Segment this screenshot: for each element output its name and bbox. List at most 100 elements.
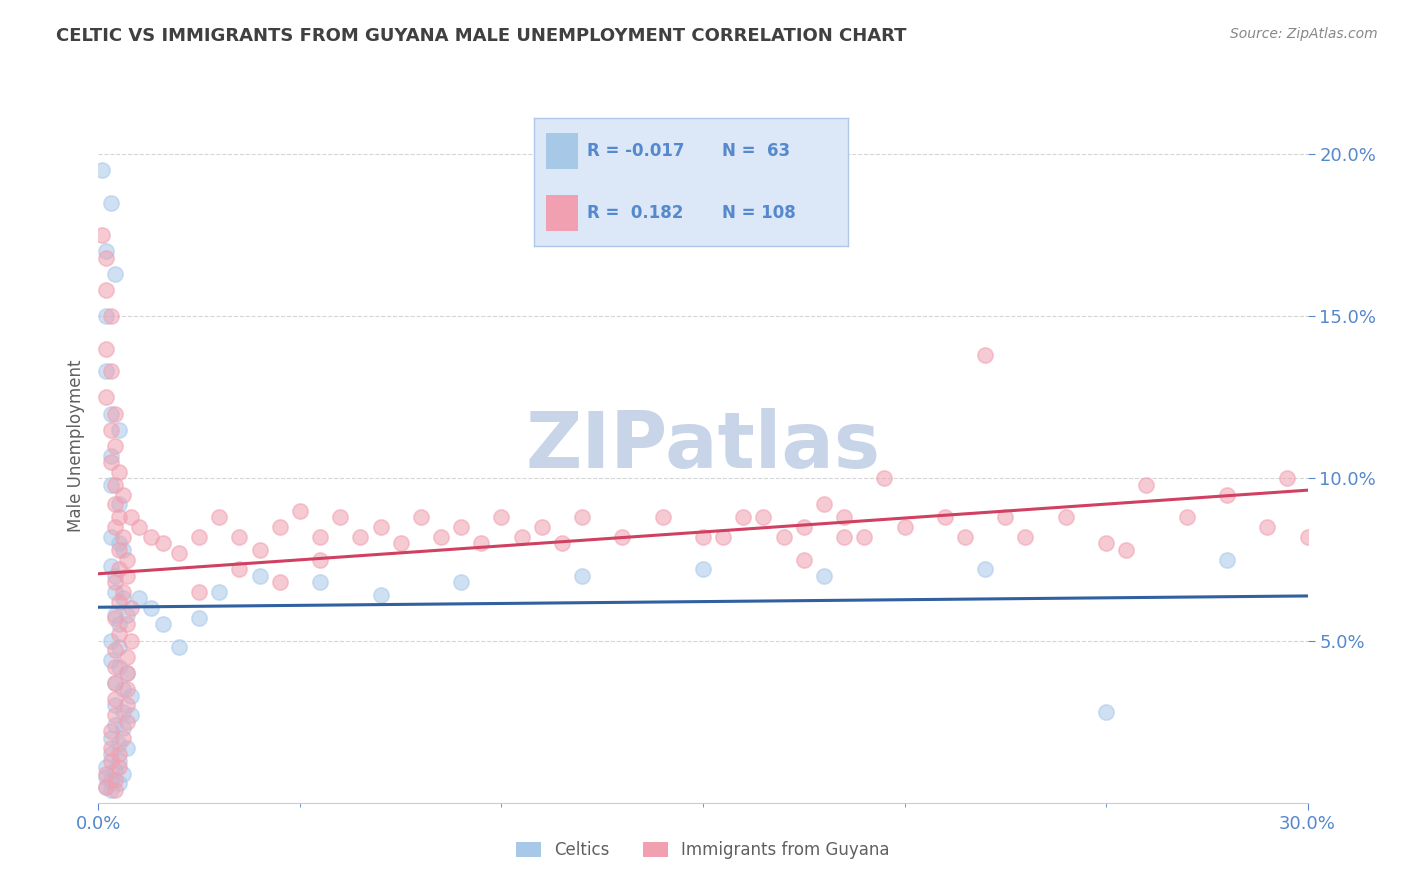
Point — [288, 504, 311, 518]
Point — [96, 244, 118, 259]
Point — [309, 552, 332, 566]
Point — [692, 530, 714, 544]
Point — [103, 773, 125, 788]
Point — [188, 585, 211, 599]
Point — [96, 780, 118, 794]
Point — [120, 633, 142, 648]
Point — [107, 738, 129, 752]
Point — [349, 530, 371, 544]
Point — [752, 510, 775, 524]
Point — [103, 607, 125, 622]
Point — [1014, 530, 1036, 544]
Point — [120, 601, 142, 615]
Point — [772, 530, 794, 544]
Point — [107, 627, 129, 641]
Legend: Celtics, Immigrants from Guyana: Celtics, Immigrants from Guyana — [509, 835, 897, 866]
Point — [450, 520, 472, 534]
Point — [953, 530, 976, 544]
Point — [893, 520, 915, 534]
Point — [269, 520, 291, 534]
Point — [111, 542, 134, 557]
Point — [96, 364, 118, 378]
Point — [91, 163, 114, 178]
Point — [103, 675, 125, 690]
Point — [96, 251, 118, 265]
Point — [103, 764, 125, 778]
Point — [167, 640, 190, 654]
Point — [100, 747, 122, 761]
Point — [1135, 478, 1157, 492]
Text: ZIPatlas: ZIPatlas — [526, 408, 880, 484]
Point — [103, 708, 125, 723]
Point — [107, 562, 129, 576]
Text: CELTIC VS IMMIGRANTS FROM GUYANA MALE UNEMPLOYMENT CORRELATION CHART: CELTIC VS IMMIGRANTS FROM GUYANA MALE UN… — [56, 27, 907, 45]
Point — [1095, 536, 1118, 550]
Point — [370, 520, 392, 534]
Point — [115, 698, 138, 713]
Point — [249, 542, 271, 557]
Point — [692, 562, 714, 576]
Point — [208, 510, 231, 524]
Point — [651, 510, 673, 524]
Point — [152, 536, 174, 550]
Point — [107, 776, 129, 790]
Point — [107, 617, 129, 632]
Point — [103, 692, 125, 706]
Point — [139, 601, 162, 615]
Point — [103, 659, 125, 673]
Point — [107, 423, 129, 437]
Point — [103, 675, 125, 690]
Point — [103, 478, 125, 492]
Point — [107, 595, 129, 609]
Point — [107, 510, 129, 524]
Point — [103, 568, 125, 582]
Point — [115, 666, 138, 681]
Point — [107, 659, 129, 673]
Point — [103, 643, 125, 657]
Point — [96, 770, 118, 784]
Point — [1054, 510, 1077, 524]
Point — [430, 530, 453, 544]
Point — [103, 520, 125, 534]
Point — [269, 575, 291, 590]
Point — [139, 530, 162, 544]
Point — [115, 617, 138, 632]
Point — [120, 689, 142, 703]
Point — [111, 488, 134, 502]
Point — [103, 698, 125, 713]
Point — [96, 283, 118, 297]
Point — [309, 530, 332, 544]
Point — [470, 536, 492, 550]
Point — [1256, 520, 1278, 534]
Point — [100, 407, 122, 421]
Point — [188, 611, 211, 625]
Point — [96, 766, 118, 780]
Point — [100, 310, 122, 324]
Point — [100, 195, 122, 210]
Point — [115, 714, 138, 729]
Point — [96, 310, 118, 324]
Point — [103, 497, 125, 511]
Point — [530, 520, 553, 534]
Point — [100, 633, 122, 648]
Point — [96, 780, 118, 794]
Point — [100, 782, 122, 797]
Point — [208, 585, 231, 599]
Point — [1216, 488, 1239, 502]
Point — [111, 721, 134, 735]
Point — [571, 568, 593, 582]
Point — [100, 740, 122, 755]
Point — [100, 653, 122, 667]
Point — [832, 510, 855, 524]
Point — [1115, 542, 1137, 557]
Point — [813, 497, 835, 511]
Point — [111, 585, 134, 599]
Point — [100, 559, 122, 574]
Point — [793, 520, 815, 534]
Point — [115, 649, 138, 664]
Point — [115, 552, 138, 566]
Point — [103, 585, 125, 599]
Point — [111, 530, 134, 544]
Point — [100, 724, 122, 739]
Point — [111, 591, 134, 606]
